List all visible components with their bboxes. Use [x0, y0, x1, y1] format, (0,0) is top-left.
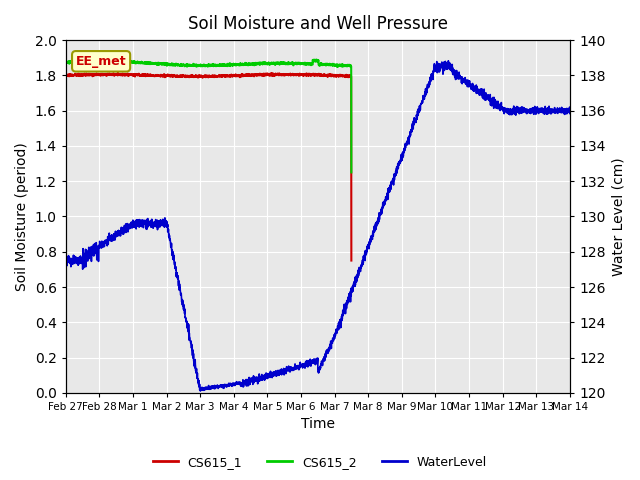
Y-axis label: Soil Moisture (period): Soil Moisture (period) — [15, 142, 29, 291]
X-axis label: Time: Time — [301, 418, 335, 432]
Legend: CS615_1, CS615_2, WaterLevel: CS615_1, CS615_2, WaterLevel — [148, 451, 492, 474]
Y-axis label: Water Level (cm): Water Level (cm) — [611, 157, 625, 276]
Title: Soil Moisture and Well Pressure: Soil Moisture and Well Pressure — [188, 15, 448, 33]
Text: EE_met: EE_met — [76, 55, 127, 68]
